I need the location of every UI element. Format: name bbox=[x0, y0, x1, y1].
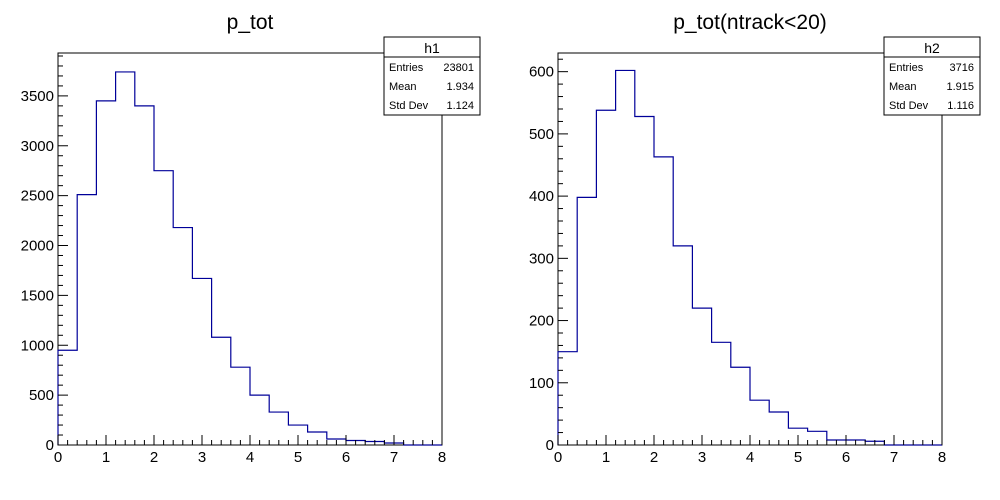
y-tick-label: 0 bbox=[46, 437, 54, 454]
stats-label: Entries bbox=[889, 62, 924, 74]
histogram-bin bbox=[596, 110, 615, 445]
stats-label: Mean bbox=[389, 81, 417, 93]
x-tick-label: 3 bbox=[198, 449, 206, 466]
histogram-bin bbox=[58, 350, 77, 445]
histogram-bin bbox=[712, 342, 731, 445]
stats-label: Std Dev bbox=[389, 100, 429, 112]
histogram-bin bbox=[654, 157, 673, 445]
y-tick-label: 200 bbox=[529, 313, 554, 330]
x-tick-label: 2 bbox=[150, 449, 158, 466]
histogram-bin bbox=[750, 400, 769, 445]
stats-value: 23801 bbox=[443, 62, 474, 74]
x-tick-label: 7 bbox=[390, 449, 398, 466]
histogram-bin bbox=[192, 278, 211, 445]
x-tick-label: 0 bbox=[54, 449, 62, 466]
histogram-bin bbox=[635, 116, 654, 445]
histogram-bin bbox=[116, 72, 135, 445]
x-tick-label: 2 bbox=[650, 449, 658, 466]
stats-name: h2 bbox=[924, 40, 940, 56]
y-tick-label: 0 bbox=[546, 437, 554, 454]
x-tick-label: 3 bbox=[698, 449, 706, 466]
stats-value: 1.934 bbox=[446, 81, 474, 93]
y-tick-label: 100 bbox=[529, 375, 554, 392]
histogram-bin bbox=[616, 70, 635, 445]
histogram-bin bbox=[154, 171, 173, 445]
x-tick-label: 5 bbox=[794, 449, 802, 466]
y-tick-label: 500 bbox=[529, 126, 554, 143]
chart-title: p_tot bbox=[227, 11, 274, 34]
x-tick-label: 7 bbox=[890, 449, 898, 466]
x-tick-label: 5 bbox=[294, 449, 302, 466]
y-tick-label: 300 bbox=[529, 250, 554, 267]
histogram-bin bbox=[173, 228, 192, 445]
x-tick-label: 1 bbox=[602, 449, 610, 466]
x-tick-label: 8 bbox=[938, 449, 946, 466]
y-tick-label: 500 bbox=[29, 387, 54, 404]
histogram-bin bbox=[577, 197, 596, 445]
histogram-bin bbox=[231, 367, 250, 445]
histogram-bin bbox=[692, 308, 711, 445]
y-tick-label: 600 bbox=[529, 64, 554, 81]
x-tick-label: 1 bbox=[102, 449, 110, 466]
stats-value: 1.124 bbox=[446, 100, 474, 112]
histogram-bin bbox=[558, 352, 577, 445]
y-tick-label: 400 bbox=[529, 188, 554, 205]
x-tick-label: 4 bbox=[746, 449, 754, 466]
histogram-bin bbox=[731, 367, 750, 445]
y-tick-label: 1500 bbox=[21, 287, 54, 304]
y-tick-label: 3000 bbox=[21, 138, 54, 155]
stats-box bbox=[883, 36, 981, 116]
x-tick-label: 6 bbox=[342, 449, 350, 466]
histogram-panel-h2: p_tot(ntrack<20) 0 1 2 3 4 5 6 7 8 0 100 200 300 400 50… bbox=[500, 0, 1000, 500]
stats-value: 3716 bbox=[950, 62, 974, 74]
y-tick-label: 2000 bbox=[21, 238, 54, 255]
histogram-bin bbox=[673, 246, 692, 445]
y-tick-label: 1000 bbox=[21, 337, 54, 354]
chart-title: p_tot(ntrack<20) bbox=[673, 11, 827, 34]
stats-label: Mean bbox=[889, 81, 917, 93]
stats-name: h1 bbox=[424, 40, 440, 56]
histogram-bin bbox=[96, 101, 115, 445]
x-tick-label: 6 bbox=[842, 449, 850, 466]
stats-value: 1.915 bbox=[946, 81, 974, 93]
histogram-panel-h1: p_tot 0 1 2 3 4 5 6 7 8 0 500 1000 1500 2000 2500 3000 35… bbox=[21, 11, 481, 466]
y-tick-label: 2500 bbox=[21, 188, 54, 205]
x-tick-label: 0 bbox=[554, 449, 562, 466]
y-tick-label: 3500 bbox=[21, 88, 54, 105]
histogram-bin bbox=[135, 106, 154, 445]
x-tick-label: 4 bbox=[246, 449, 254, 466]
histogram-h1: p_tot 0 1 2 3 4 5 6 7 8 0 500 1000 1500 2000 2500 3000 35… bbox=[21, 11, 481, 466]
x-tick-label: 8 bbox=[438, 449, 446, 466]
stats-box bbox=[383, 36, 481, 116]
histogram-bin bbox=[77, 195, 96, 445]
histogram-h2: p_tot(ntrack<20) 0 1 2 3 4 5 6 7 8 0 100 200 300 400 50… bbox=[529, 11, 981, 466]
stats-label: Std Dev bbox=[889, 100, 929, 112]
histogram-bin bbox=[250, 395, 269, 445]
stats-value: 1.116 bbox=[947, 100, 974, 112]
histogram-outline bbox=[557, 69, 942, 446]
stats-label: Entries bbox=[389, 62, 424, 74]
histogram-bin bbox=[212, 337, 231, 445]
